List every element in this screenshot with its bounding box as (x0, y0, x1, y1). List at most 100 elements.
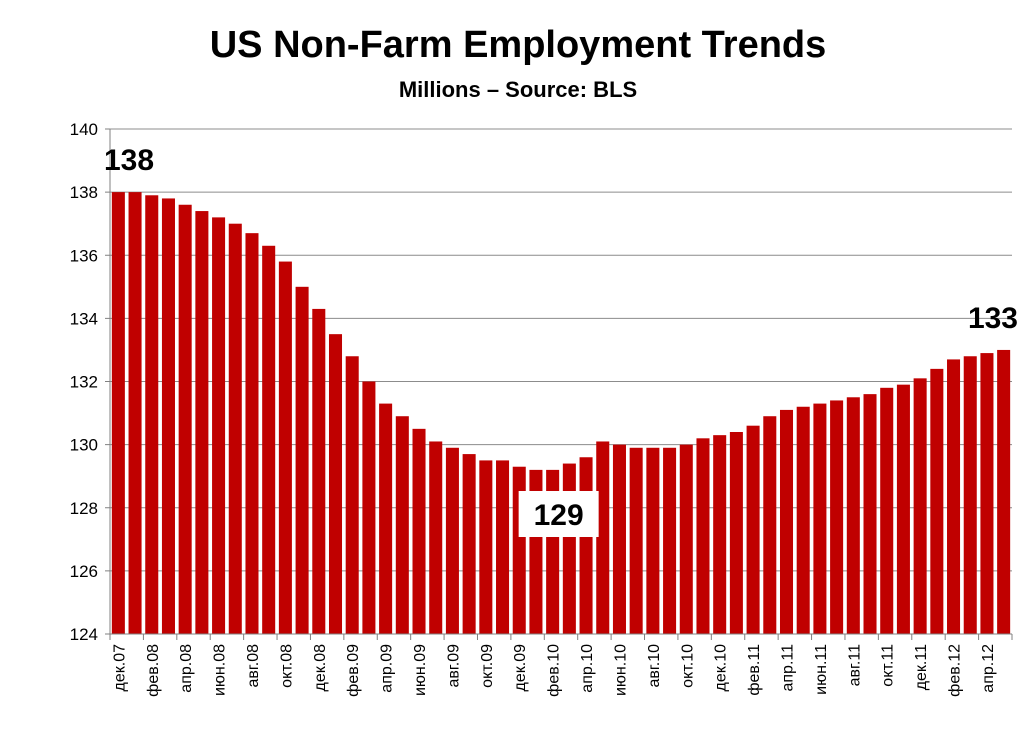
x-axis-ticks: дек.07 фев.08 апр.08 июн.08 авг.08 окт.08 дек.… (111, 644, 997, 697)
bar (813, 403, 827, 634)
bar (262, 245, 276, 634)
bar (429, 441, 443, 634)
y-tick-label: 130 (70, 436, 98, 455)
x-tick-label: окт.09 (479, 644, 496, 688)
x-tick-label: апр.09 (379, 644, 396, 693)
x-tick-label: окт.10 (679, 644, 696, 688)
x-tick-label: фев.11 (746, 644, 763, 696)
x-tick-label: дек.08 (312, 644, 329, 692)
bar (228, 223, 242, 634)
bar (161, 198, 175, 634)
x-tick-label: авг.10 (646, 644, 663, 688)
bar (947, 359, 961, 634)
bar (779, 409, 794, 634)
bar (312, 308, 326, 634)
bar-series (111, 192, 1011, 635)
bar (696, 438, 710, 634)
x-tick-label: фев.09 (345, 644, 362, 697)
bar (212, 217, 226, 634)
bar (579, 457, 593, 634)
x-tick-label: дек.10 (713, 644, 730, 692)
bar (830, 400, 844, 634)
bar (963, 356, 977, 634)
chart-subtitle: Millions – Source: BLS (398, 77, 638, 102)
bar (679, 444, 693, 635)
y-tick-label: 124 (70, 625, 98, 644)
bar (713, 435, 727, 634)
bar (629, 447, 643, 634)
x-tick-label: окт.11 (880, 644, 897, 687)
bar (379, 403, 393, 634)
bar (445, 447, 459, 634)
x-tick-label: фев.08 (145, 644, 162, 697)
x-tick-label: авг.09 (445, 644, 462, 688)
x-tick-label: апр.08 (178, 644, 195, 693)
bar (128, 192, 142, 635)
y-tick-label: 138 (70, 183, 98, 202)
bar (746, 425, 760, 634)
y-axis-ticks: 124 126 128 130 132 134 136 138 140 (70, 120, 98, 644)
y-tick-label: 140 (70, 120, 98, 139)
bar (763, 416, 777, 634)
bar (846, 397, 860, 634)
x-tick-label: дек.11 (913, 644, 930, 690)
annotation-label: 129 (534, 499, 584, 532)
bar (362, 381, 376, 634)
x-tick-label: июн.10 (613, 644, 630, 696)
bar (612, 444, 626, 635)
y-tick-label: 134 (70, 309, 98, 328)
y-tick-label: 126 (70, 562, 98, 581)
x-tick-label: фев.12 (947, 644, 964, 697)
annotation-label: 138 (104, 144, 154, 177)
bar (562, 463, 576, 634)
bar (863, 394, 877, 634)
bar (295, 286, 309, 634)
annotation-box (518, 491, 599, 537)
x-tick-label: дек.07 (111, 644, 128, 692)
bar (796, 406, 810, 634)
bar (913, 378, 927, 634)
bar (395, 416, 409, 634)
x-tick-label: апр.10 (579, 644, 596, 693)
x-tick-label: авг.11 (846, 644, 863, 686)
gridlines (110, 128, 1012, 572)
bar (980, 353, 994, 634)
bar (328, 334, 343, 634)
x-tick-label: дек.09 (512, 644, 529, 692)
x-tick-label: июн.08 (212, 644, 229, 696)
bar (663, 447, 677, 634)
bar (496, 460, 510, 634)
x-tick-label: окт.08 (278, 644, 295, 688)
bar (729, 432, 743, 634)
chart-title: US Non-Farm Employment Trends (209, 24, 827, 66)
x-tick-label: фев.10 (546, 644, 563, 697)
x-tick-label: апр.12 (980, 644, 997, 693)
annotation-label: 133 (968, 302, 1018, 335)
y-tick-label: 128 (70, 499, 98, 518)
y-tick-label: 132 (70, 373, 98, 392)
bar (596, 441, 610, 634)
bar (930, 368, 944, 634)
bar (997, 349, 1011, 634)
bar (278, 261, 292, 634)
y-tick-label: 136 (70, 246, 98, 265)
bar (412, 428, 426, 634)
bar (195, 211, 209, 634)
bar (646, 447, 660, 634)
x-tick-label: июн.11 (813, 644, 830, 695)
bar (896, 384, 910, 634)
bar (111, 192, 125, 635)
bar (245, 233, 259, 634)
bar (145, 195, 159, 634)
x-tick-label: апр.11 (780, 644, 797, 692)
axes (105, 128, 1013, 640)
bar (345, 356, 359, 634)
bar (880, 387, 894, 634)
bar (178, 204, 192, 634)
bar (462, 454, 476, 634)
x-tick-label: июн.09 (412, 644, 429, 696)
annotations: 138 129 133 (104, 144, 1018, 537)
x-tick-label: авг.08 (245, 644, 262, 688)
bar (479, 460, 493, 634)
